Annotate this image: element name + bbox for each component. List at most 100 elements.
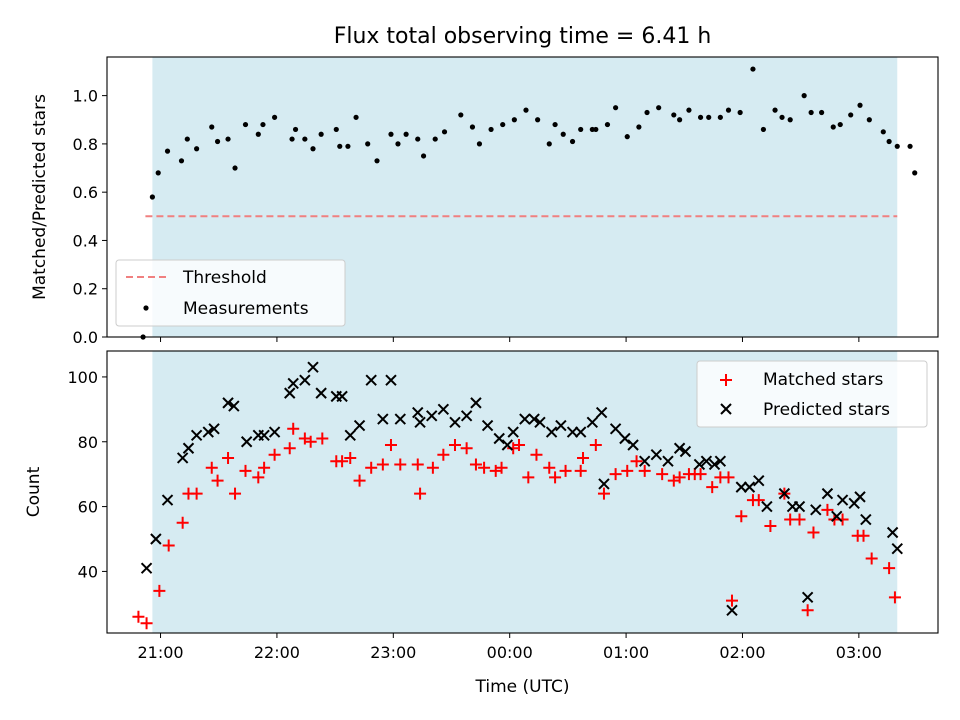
matched-stars-point: [836, 513, 849, 526]
y-tick-label: 80: [78, 433, 98, 452]
predicted-stars-point: [534, 416, 546, 429]
count-legend: Matched stars Predicted stars: [696, 360, 928, 428]
measurements-point: [750, 66, 756, 72]
measurements-point: [613, 105, 619, 111]
y-tick-label: 1.0: [73, 87, 98, 106]
measurements-point: [184, 136, 190, 142]
predicted-stars-point: [394, 413, 407, 425]
predicted-stars-point: [821, 487, 834, 500]
predicted-stars-point: [202, 426, 214, 438]
measurements-point: [441, 129, 448, 135]
measurements-point: [848, 112, 854, 118]
measurements-point: [476, 141, 483, 147]
legend-matched-label: Matched stars: [763, 370, 883, 390]
measurements-point: [302, 136, 308, 142]
ratio-x-ticks: [160, 337, 860, 342]
predicted-stars-point: [566, 426, 579, 438]
predicted-stars-point: [426, 410, 438, 422]
predicted-stars-point: [743, 481, 756, 493]
measurements-point: [511, 117, 517, 123]
matched-stars-point: [411, 458, 424, 471]
predicted-stars-point: [528, 413, 540, 425]
y-tick-label: 0.8: [73, 135, 98, 154]
measurements-point: [292, 126, 299, 133]
predicted-stars-point: [353, 419, 366, 432]
predicted-stars-point: [412, 406, 424, 419]
matched-stars-point: [735, 510, 748, 523]
measurements-point: [819, 109, 825, 116]
measurements-point: [808, 109, 814, 116]
measurements-point: [374, 158, 380, 164]
measurements-point: [289, 136, 295, 142]
predicted-stars-point: [726, 604, 738, 617]
measurements-point: [271, 114, 278, 120]
predicted-stars-point: [574, 426, 587, 438]
ratio-y-axis-label: Matched/Predicted stars: [30, 94, 50, 300]
measurements-point: [787, 117, 793, 123]
matched-stars-point: [376, 458, 389, 471]
predicted-stars-point: [519, 413, 531, 425]
legend-measurements-label: Measurements: [183, 299, 309, 319]
measurements-point: [232, 165, 238, 171]
predicted-stars-point: [140, 562, 153, 574]
measurements-point: [194, 146, 200, 152]
matched-stars-point: [460, 442, 473, 455]
measurements-point: [546, 141, 552, 147]
measurements-point: [636, 124, 642, 130]
count-legend-box: [696, 360, 928, 428]
ratio-legend-box: [115, 259, 346, 327]
measurements-point: [677, 117, 683, 123]
measurements-point: [458, 112, 464, 118]
matched-stars-point: [205, 461, 218, 474]
predicted-stars-point: [336, 390, 348, 403]
measurements-point: [725, 107, 732, 113]
x-tick-label: 03:00: [836, 643, 882, 662]
predicted-stars-point: [700, 455, 713, 467]
measurement-points: [140, 66, 918, 340]
measurements-point: [760, 126, 767, 133]
predicted-stars-point: [891, 543, 903, 555]
count-points: [132, 361, 903, 630]
legend-measurements-swatch: [143, 305, 149, 311]
legend-predicted-label: Predicted stars: [763, 400, 890, 420]
matched-stars-point: [543, 461, 556, 474]
matched-stars-point: [574, 464, 587, 477]
predicted-stars-point: [708, 458, 721, 471]
matched-stars-point: [530, 448, 543, 461]
legend-threshold-label: Threshold: [182, 268, 267, 288]
predicted-stars-point: [793, 500, 806, 513]
matched-stars-point: [384, 439, 397, 451]
predicted-stars-point: [836, 494, 849, 506]
matched-stars-point: [883, 562, 896, 575]
legend-matched-swatch: [720, 374, 732, 386]
matched-stars-point: [316, 432, 329, 445]
measurements-point: [880, 129, 886, 135]
measurements-point: [912, 170, 918, 176]
predicted-stars-point: [437, 403, 450, 416]
measurements-point: [214, 138, 221, 145]
predicted-stars-point: [284, 387, 296, 399]
predicted-stars-point: [693, 458, 706, 471]
predicted-stars-point: [344, 429, 356, 441]
predicted-stars-point: [222, 397, 234, 409]
measurements-point: [706, 114, 712, 120]
matched-stars-point: [336, 455, 349, 468]
matched-stars-point: [132, 610, 145, 623]
predicted-stars-point: [586, 416, 599, 429]
predicted-stars-point: [365, 374, 377, 386]
measurements-point: [717, 114, 723, 120]
matched-stars-point: [630, 455, 643, 468]
x-tick-label: 02:00: [719, 643, 765, 662]
measurements-point: [697, 114, 704, 120]
predicted-stars-point: [598, 478, 610, 490]
measurements-point: [488, 126, 494, 133]
predicted-stars-point: [801, 591, 814, 604]
measurements-point: [779, 114, 785, 120]
matched-stars-point: [426, 461, 439, 474]
x-tick-label: 21:00: [137, 643, 183, 662]
matched-stars-point: [764, 520, 777, 533]
measurements-point: [164, 148, 171, 154]
measurements-point: [415, 136, 421, 142]
predicted-stars-point: [662, 455, 674, 467]
matched-stars-point: [656, 468, 669, 481]
